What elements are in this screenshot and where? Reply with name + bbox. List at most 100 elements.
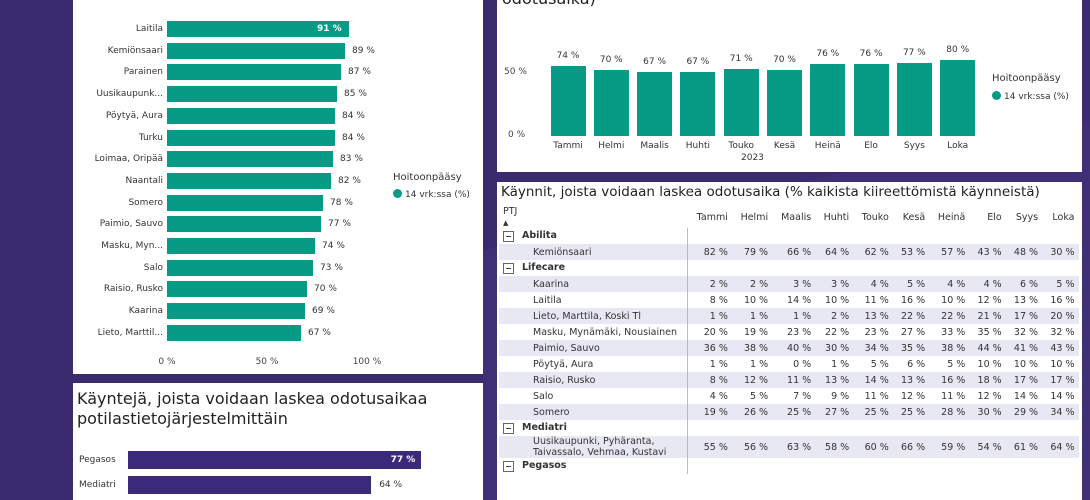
legend-item[interactable]: 14 vrk:ssa (%) <box>393 189 470 200</box>
column-header[interactable]: Helmi <box>740 211 769 223</box>
table-cell: 14 % <box>853 372 893 388</box>
column-header-ptj[interactable]: PTJ ▲ <box>503 206 518 227</box>
table-row[interactable]: Lieto, Marttila, Koski Tl 1 % 1 % 1 % 2 % 13 … <box>499 308 1079 324</box>
table-row[interactable]: Laitila 8 % 10 % 14 % 10 % 11 % 16 % 10 % 12 % 13… <box>499 292 1079 308</box>
column-header[interactable]: Heinä <box>937 211 966 223</box>
row-label: Salo <box>499 388 688 404</box>
month-bar[interactable] <box>940 60 976 136</box>
collapse-icon[interactable]: − <box>503 231 514 242</box>
bar[interactable] <box>167 129 335 146</box>
month-value-label: 67 % <box>686 57 710 68</box>
bar-row[interactable]: Somero 78 % <box>73 194 483 212</box>
table-cell: 10 % <box>825 294 850 306</box>
collapse-icon[interactable]: − <box>503 461 514 472</box>
pty-bar-label: Pegasos <box>79 455 116 465</box>
bar-row[interactable]: Paimio, Sauvo 77 % <box>73 215 483 233</box>
table-title: Käynnit, joista voidaan laskea odotusaik… <box>501 184 1040 200</box>
bar-row[interactable]: Kemiönsaari 89 % <box>73 42 483 60</box>
group-row[interactable]: − Abilita <box>499 228 1079 244</box>
bar[interactable] <box>167 194 323 211</box>
bar-row[interactable]: Masku, Myn... 74 % <box>73 237 483 255</box>
bar[interactable] <box>167 21 349 37</box>
table-row[interactable]: Somero 19 % 26 % 25 % 27 % 25 % 25 % 28 % 30 % 29… <box>499 404 1079 420</box>
legend-title: Hoitoonpääsy <box>992 73 1061 84</box>
bar[interactable] <box>167 172 331 189</box>
bar-value-label: 87 % <box>348 67 371 78</box>
table-row[interactable]: Pöytyä, Aura 1 % 1 % 0 % 1 % 5 % 6 % 5 % 10 % 10 … <box>499 356 1079 372</box>
bar-label: Kemiönsaari <box>107 45 163 56</box>
column-header[interactable]: Tammi <box>696 211 728 223</box>
bar[interactable] <box>167 216 321 233</box>
column-header[interactable]: Huhti <box>823 211 850 223</box>
table-row[interactable]: Raisio, Rusko 8 % 12 % 11 % 13 % 14 % 13 % 16 %… <box>499 372 1079 388</box>
bar-label: Laitila <box>135 24 163 34</box>
bar[interactable] <box>167 107 335 124</box>
month-bar[interactable] <box>896 62 932 136</box>
group-row[interactable]: − Mediatri <box>499 420 1079 436</box>
column-header[interactable]: Syys <box>1015 211 1039 223</box>
month-bar[interactable] <box>637 72 673 136</box>
bar-value-label: 67 % <box>308 327 331 338</box>
bar[interactable] <box>167 303 305 320</box>
table-cell: 22 % <box>825 326 850 338</box>
month-bar[interactable] <box>680 72 716 136</box>
table-cell: 1 % <box>709 358 728 370</box>
month-bar[interactable] <box>810 63 846 136</box>
table-cell: 82 % <box>687 244 732 260</box>
bar-row[interactable]: Pöytyä, Aura 84 % <box>73 107 483 125</box>
pty-bar[interactable] <box>128 451 421 469</box>
table-cell: 36 % <box>687 340 732 356</box>
column-header[interactable]: Kesä <box>902 211 926 223</box>
bar-row[interactable]: Uusikaupunk... 85 % <box>73 85 483 103</box>
month-bar[interactable] <box>767 69 802 136</box>
collapse-icon[interactable]: − <box>503 423 514 434</box>
bar[interactable] <box>167 86 337 103</box>
legend-item[interactable]: 14 vrk:ssa (%) <box>992 91 1069 102</box>
month-bar[interactable] <box>723 68 759 136</box>
table-row[interactable]: Masku, Mynämäki, Nousiainen 20 % 19 % 23 % 2… <box>499 324 1079 340</box>
table-row[interactable]: Kaarina 2 % 2 % 3 % 3 % 4 % 5 % 4 % 4 % 6 % 5 % <box>499 276 1079 292</box>
table-row[interactable]: Uusikaupunki, Pyhäranta, Taivassalo, Veh… <box>499 436 1079 458</box>
bar[interactable] <box>167 42 345 59</box>
table-cell: 4 % <box>969 276 1006 292</box>
table-cell: 14 % <box>1013 390 1039 402</box>
bar-row[interactable]: Parainen 87 % <box>73 63 483 81</box>
column-header[interactable]: Elo <box>987 211 1002 223</box>
bar[interactable] <box>167 324 301 341</box>
table-row[interactable]: Kemiönsaari 82 % 79 % 66 % 64 % 62 % 53 % 57 % 4… <box>499 244 1079 260</box>
pty-bar-value: 77 % <box>390 455 416 465</box>
group-row[interactable]: − Pegasos <box>499 458 1079 474</box>
y-tick-0: 0 % <box>508 130 526 140</box>
column-header[interactable]: Maalis <box>781 211 812 223</box>
bar-value-label: 84 % <box>342 132 365 143</box>
bar-row[interactable]: Turku 84 % <box>73 129 483 147</box>
table-cell: 8 % <box>709 294 728 306</box>
month-bar[interactable] <box>593 69 629 136</box>
bar-row[interactable]: Laitila 91 % <box>73 20 483 38</box>
column-header[interactable]: Loka <box>1052 211 1075 223</box>
bar[interactable] <box>167 238 315 254</box>
table-cell: 58 % <box>815 436 854 458</box>
bar[interactable] <box>167 151 333 168</box>
table-row[interactable]: Paimio, Sauvo 36 % 38 % 40 % 30 % 34 % 35 % 38 … <box>499 340 1079 356</box>
month-bar[interactable] <box>550 65 586 136</box>
bar-row[interactable]: Kaarina 69 % <box>73 302 483 320</box>
bar-row[interactable]: Loimaa, Oripää 83 % <box>73 150 483 168</box>
table-cell: 66 % <box>772 244 816 260</box>
bar-row[interactable]: Salo 73 % <box>73 259 483 277</box>
month-bar[interactable] <box>853 63 889 136</box>
table-cell: 28 % <box>929 404 970 420</box>
group-row[interactable]: − Lifecare <box>499 260 1079 276</box>
pty-bar[interactable] <box>128 476 372 494</box>
table-row[interactable]: Salo 4 % 5 % 7 % 9 % 11 % 12 % 11 % 12 % 14 % 14 % <box>499 388 1079 404</box>
collapse-icon[interactable]: − <box>503 263 514 274</box>
bar[interactable] <box>167 259 313 276</box>
bar-row[interactable]: Raisio, Rusko 70 % <box>73 280 483 298</box>
table-cell: 30 % <box>969 404 1006 420</box>
bar-row[interactable]: Lieto, Marttil... 67 % <box>73 324 483 342</box>
bar[interactable] <box>167 64 341 81</box>
bar[interactable] <box>167 281 307 298</box>
table-cell: 1 % <box>731 308 773 324</box>
column-header[interactable]: Touko <box>861 211 889 223</box>
bar-row[interactable]: Naantali 82 % <box>73 172 483 190</box>
